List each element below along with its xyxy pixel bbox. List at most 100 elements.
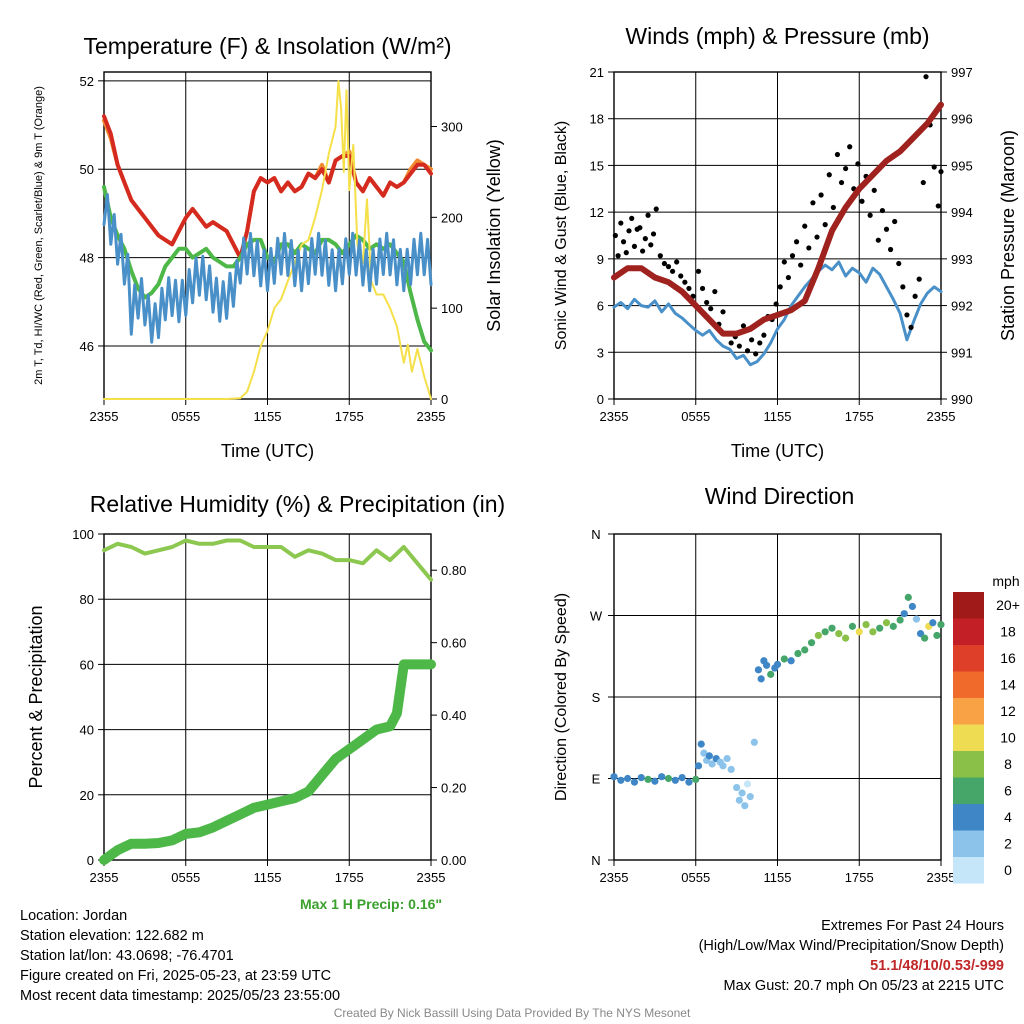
wdir-point [750,738,758,746]
wind-gust-point [699,285,706,292]
wind-ylabel-left: Sonic Wind & Gust (Blue, Black) [553,121,570,350]
wdir-point [904,593,912,601]
rh-title: Relative Humidity (%) & Precipitation (i… [90,491,505,517]
wind-gust-point [900,284,906,290]
recent-timestamp: Most recent data timestamp: 2025/05/23 2… [20,988,341,1004]
wdir-xtick-label: 2355 [927,870,956,885]
wdir-point [869,628,877,636]
wdir-point [746,793,754,801]
wdir-point [933,631,941,640]
wdir-point [694,762,703,770]
wind-gust-point [648,242,654,248]
wdir-point [671,776,679,784]
rh-ytick-right-label: 0.80 [441,563,466,578]
wdir-point [862,620,870,629]
wind-gust-point [830,204,836,211]
temp-xtick-label: 0555 [171,409,200,424]
wdir-point [773,660,782,669]
wdir-point [651,777,659,785]
temp-frame [103,71,432,400]
wdir-point [624,774,632,783]
wind-gust-point [818,192,824,198]
temp-ytick-label: 46 [80,339,94,354]
wind-gust-point [686,285,692,292]
wdir-xtick-label: 1755 [845,870,874,885]
wdir-point [908,602,916,611]
figure-created: Figure created on Fri, 2025-05-23, at 23… [20,968,332,984]
wind-gust-point [781,259,787,265]
wdir-point [735,796,743,804]
wind-ytick-label: 21 [590,65,604,80]
wdir-point [658,773,666,781]
colorbar-swatch [953,698,984,725]
wind-gust-point [912,293,918,299]
wdir-point [692,775,700,784]
wdir-ytick-label: E [592,772,601,787]
wind-series-pressure [611,101,944,337]
colorbar-swatch [953,751,984,778]
wind-gust-point [678,273,684,279]
wind-gust-point [806,245,812,251]
temp-ytick-label: 52 [80,74,94,89]
wdir-point [610,773,618,781]
rh-ytick-label: 100 [72,527,94,542]
wdir-point [882,619,891,627]
wdir-point [848,622,857,630]
wind-ytick-label: 12 [590,205,604,220]
temp-xtick-label: 2355 [417,409,446,424]
temp-series-solar [103,80,432,400]
wdir-point [814,631,822,640]
wdir-point [787,657,795,665]
wind-gust-point [720,309,726,315]
temp-ytick-right-label: 0 [441,392,448,407]
temp-ylabel-right: Solar Insolation (Yellow) [484,139,504,331]
wind-gust-point [798,262,804,268]
wind-title: Winds (mph) & Pressure (mb) [625,23,929,49]
wind-xtick-label: 2355 [600,409,629,424]
wdir-point [767,670,775,678]
wind-gust-point [728,340,734,346]
wdir-point [723,754,731,763]
wind-ytick-label: 9 [597,252,604,267]
wind-gust-point [612,232,618,239]
wind-gust-point [793,239,800,245]
wind-gust-point [920,179,926,186]
wdir-point [705,752,713,760]
wind-gust-point [789,253,796,259]
rh-ytick-right-label: 0.60 [441,636,466,651]
wind-ytick-label: 6 [597,299,604,314]
wdir-point [637,773,645,782]
wind-gust-point [661,260,668,267]
wind-gust-point [631,243,638,249]
wind-gust-point [871,187,877,193]
temp-series-heat-index [102,193,433,344]
temp-series-t2m [102,114,433,260]
max-gust: Max Gust: 20.7 mph On 05/23 at 2215 UTC [723,978,1004,994]
temp-xlabel: Time (UTC) [221,441,314,461]
wind-gust-point [892,218,898,225]
wind-gust-point [623,250,629,256]
rh-xtick-label: 2355 [90,870,119,885]
wind-gust-point [749,337,755,343]
colorbar-swatch [953,645,984,672]
wdir-ytick-label: N [591,853,600,868]
wind-xtick-label: 1155 [764,409,792,424]
temp-title: Temperature (F) & Insolation (W/m²) [83,33,451,59]
temp-ylabel-left: 2m T, Td, HI/WC (Red, Green, Scarlet/Blu… [33,86,45,385]
wind-gust-point [896,260,902,267]
wind-gust-point [879,207,886,214]
wind-gust-point [695,268,702,274]
wind-gust-point [640,248,646,254]
temp-xtick-label: 2355 [90,409,119,424]
rh-xtick-label: 2355 [417,870,446,885]
colorbar-label: 12 [1000,703,1016,719]
wind-gust-point [657,253,663,259]
wdir-point [889,622,897,630]
wdir-ylabel: Direction (Colored By Speed) [553,593,570,801]
wind-ytick-right-label: 991 [951,345,973,360]
wind-ytick-right-label: 996 [951,112,973,127]
wind-gust-point [761,332,767,338]
temp-ytick-label: 48 [80,251,94,266]
wind-xtick-label: 1755 [845,409,874,424]
